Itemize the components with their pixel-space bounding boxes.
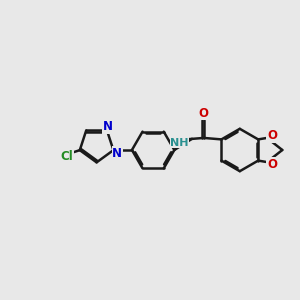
Text: O: O: [267, 158, 277, 171]
Text: N: N: [103, 120, 112, 134]
Text: NH: NH: [170, 138, 189, 148]
Text: O: O: [267, 129, 277, 142]
Text: N: N: [112, 147, 122, 160]
Text: Cl: Cl: [60, 150, 73, 163]
Text: O: O: [199, 107, 209, 120]
